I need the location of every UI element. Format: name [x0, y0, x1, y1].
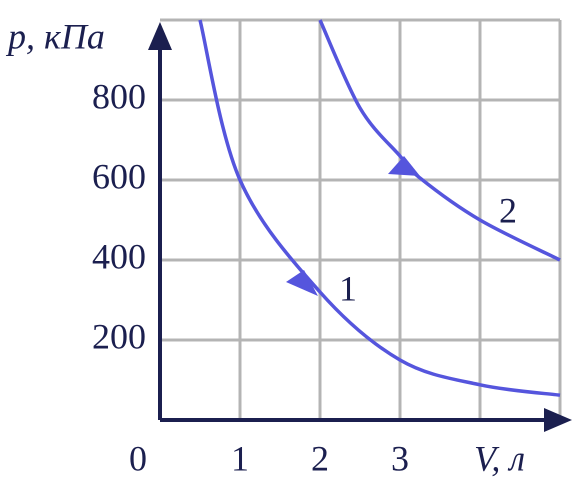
y-tick-label: 400	[92, 236, 146, 276]
y-tick-label: 600	[92, 156, 146, 196]
y-tick-label: 800	[92, 76, 146, 116]
curve-arrow	[286, 270, 318, 296]
y-axis-label: p, кПа	[5, 16, 105, 56]
y-axis-arrow	[148, 22, 172, 50]
curve	[318, 19, 561, 262]
curve-label: 1	[339, 268, 357, 308]
y-tick-label: 200	[92, 316, 146, 356]
x-axis-arrow	[544, 408, 572, 432]
x-tick-label: 2	[311, 438, 329, 478]
curve	[198, 19, 561, 397]
x-axis-label: V, л	[474, 438, 525, 478]
curve-arrow	[388, 156, 420, 176]
x-tick-label: 1	[231, 438, 249, 478]
x-tick-label: 3	[391, 438, 409, 478]
curve-label: 2	[499, 190, 517, 230]
x-tick-label: 0	[129, 438, 147, 478]
